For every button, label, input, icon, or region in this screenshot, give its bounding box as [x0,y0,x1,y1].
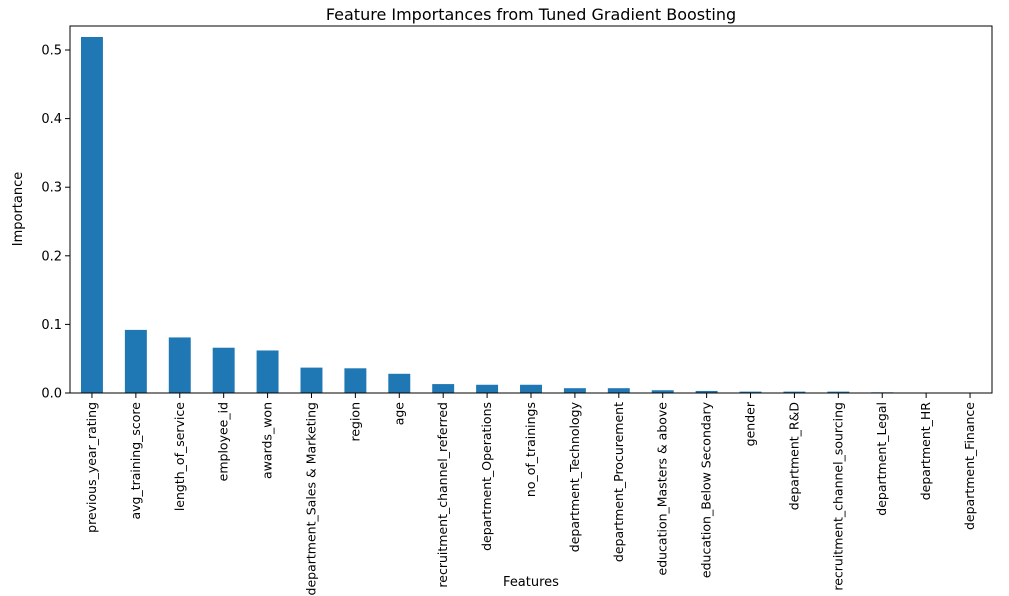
y-ticks: 0.0 0.1 0.2 0.3 0.4 0.5 [41,44,70,402]
bar-3 [212,347,235,393]
x-tick-label: department_Finance [962,402,977,530]
bar-13 [651,390,674,393]
x-tick-label: employee_id [216,402,231,481]
y-tick-label: 0.3 [41,181,62,196]
x-tick-label: education_Masters & above [655,402,670,576]
x-tick-label: previous_year_rating [84,402,99,533]
bar-4 [256,350,279,393]
bar-7 [388,373,411,393]
y-axis-label: Importance [11,172,26,247]
x-axis-label: Features [503,575,559,590]
bar-15 [739,391,762,393]
x-tick-label: age [391,402,406,426]
bar-17 [827,391,850,393]
chart-title: Feature Importances from Tuned Gradient … [326,5,736,24]
bar-1 [124,329,147,393]
bar-11 [563,388,586,393]
plot-frame [69,25,993,394]
x-tick-label: department_Sales & Marketing [303,402,318,595]
y-tick-label: 0.4 [41,112,62,127]
x-tick-label: region [347,402,362,442]
x-tick-label: avg_training_score [128,402,143,520]
x-tick-label: no_of_trainings [523,402,538,497]
bar-10 [520,384,542,393]
x-tick-label: department_Legal [874,402,889,516]
x-tick-label: awards_won [260,402,275,479]
bar-5 [300,367,323,393]
bar-0 [80,36,103,393]
bar-9 [476,384,499,393]
x-tick-label: length_of_service [172,402,187,511]
bar-14 [695,390,718,393]
bar-16 [783,391,806,393]
bars-layer [80,36,982,393]
y-tick-label: 0.2 [41,249,62,264]
x-tick-label: department_R&D [786,402,801,510]
y-tick-label: 0.5 [41,44,62,59]
bar-2 [168,337,191,393]
y-tick-label: 0.1 [41,318,62,333]
bar-6 [344,368,367,393]
x-tick-label: department_Operations [479,402,494,551]
x-tick-label: department_Technology [567,401,582,552]
x-tick-label: department_HR [918,402,933,501]
y-tick-label: 0.0 [41,387,62,402]
x-tick-label: gender [743,401,758,446]
bar-12 [607,388,630,393]
bar-8 [432,384,455,393]
x-tick-label: department_Procurement [611,402,626,562]
x-tick-label: recruitment_channel_referred [435,402,450,588]
x-tick-label: education_Below Secondary [699,401,714,578]
x-tick-label: recruitment_channel_sourcing [830,402,845,591]
x-ticks: previous_year_rating avg_training_score le… [84,393,977,595]
